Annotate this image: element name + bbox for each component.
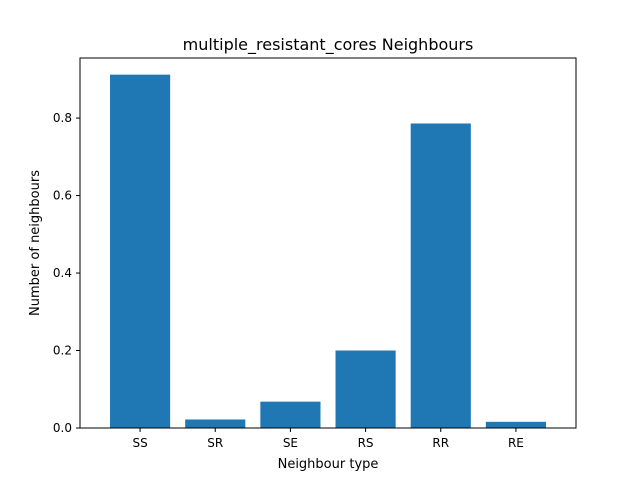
bar-rr — [410, 123, 471, 428]
bar-rs — [335, 350, 396, 428]
y-tick-label-2: 0.4 — [53, 266, 72, 280]
x-tick-label-sr: SR — [207, 436, 223, 450]
y-axis-label: Number of neighbours — [28, 170, 43, 316]
x-tick-label-se: SE — [283, 436, 298, 450]
x-axis: SS SR SE RS RR RE — [132, 428, 524, 450]
y-tick-label-3: 0.6 — [53, 189, 72, 203]
bar-se — [260, 401, 321, 428]
bar-sr — [185, 419, 246, 428]
bar-ss — [110, 74, 171, 428]
y-axis: 0.0 0.2 0.4 0.6 0.8 — [53, 111, 80, 435]
x-tick-label-rs: RS — [358, 436, 374, 450]
x-axis-label: Neighbour type — [278, 457, 379, 472]
y-tick-label-4: 0.8 — [53, 111, 72, 125]
x-tick-label-ss: SS — [132, 436, 147, 450]
y-tick-label-1: 0.2 — [53, 344, 72, 358]
bar-re — [485, 421, 546, 428]
x-tick-label-re: RE — [508, 436, 524, 450]
y-tick-label-0: 0.0 — [53, 421, 72, 435]
x-tick-label-rr: RR — [432, 436, 449, 450]
plot-frame — [79, 57, 577, 429]
bars-group — [110, 74, 546, 428]
chart-title: multiple_resistant_cores Neighbours — [183, 35, 474, 55]
